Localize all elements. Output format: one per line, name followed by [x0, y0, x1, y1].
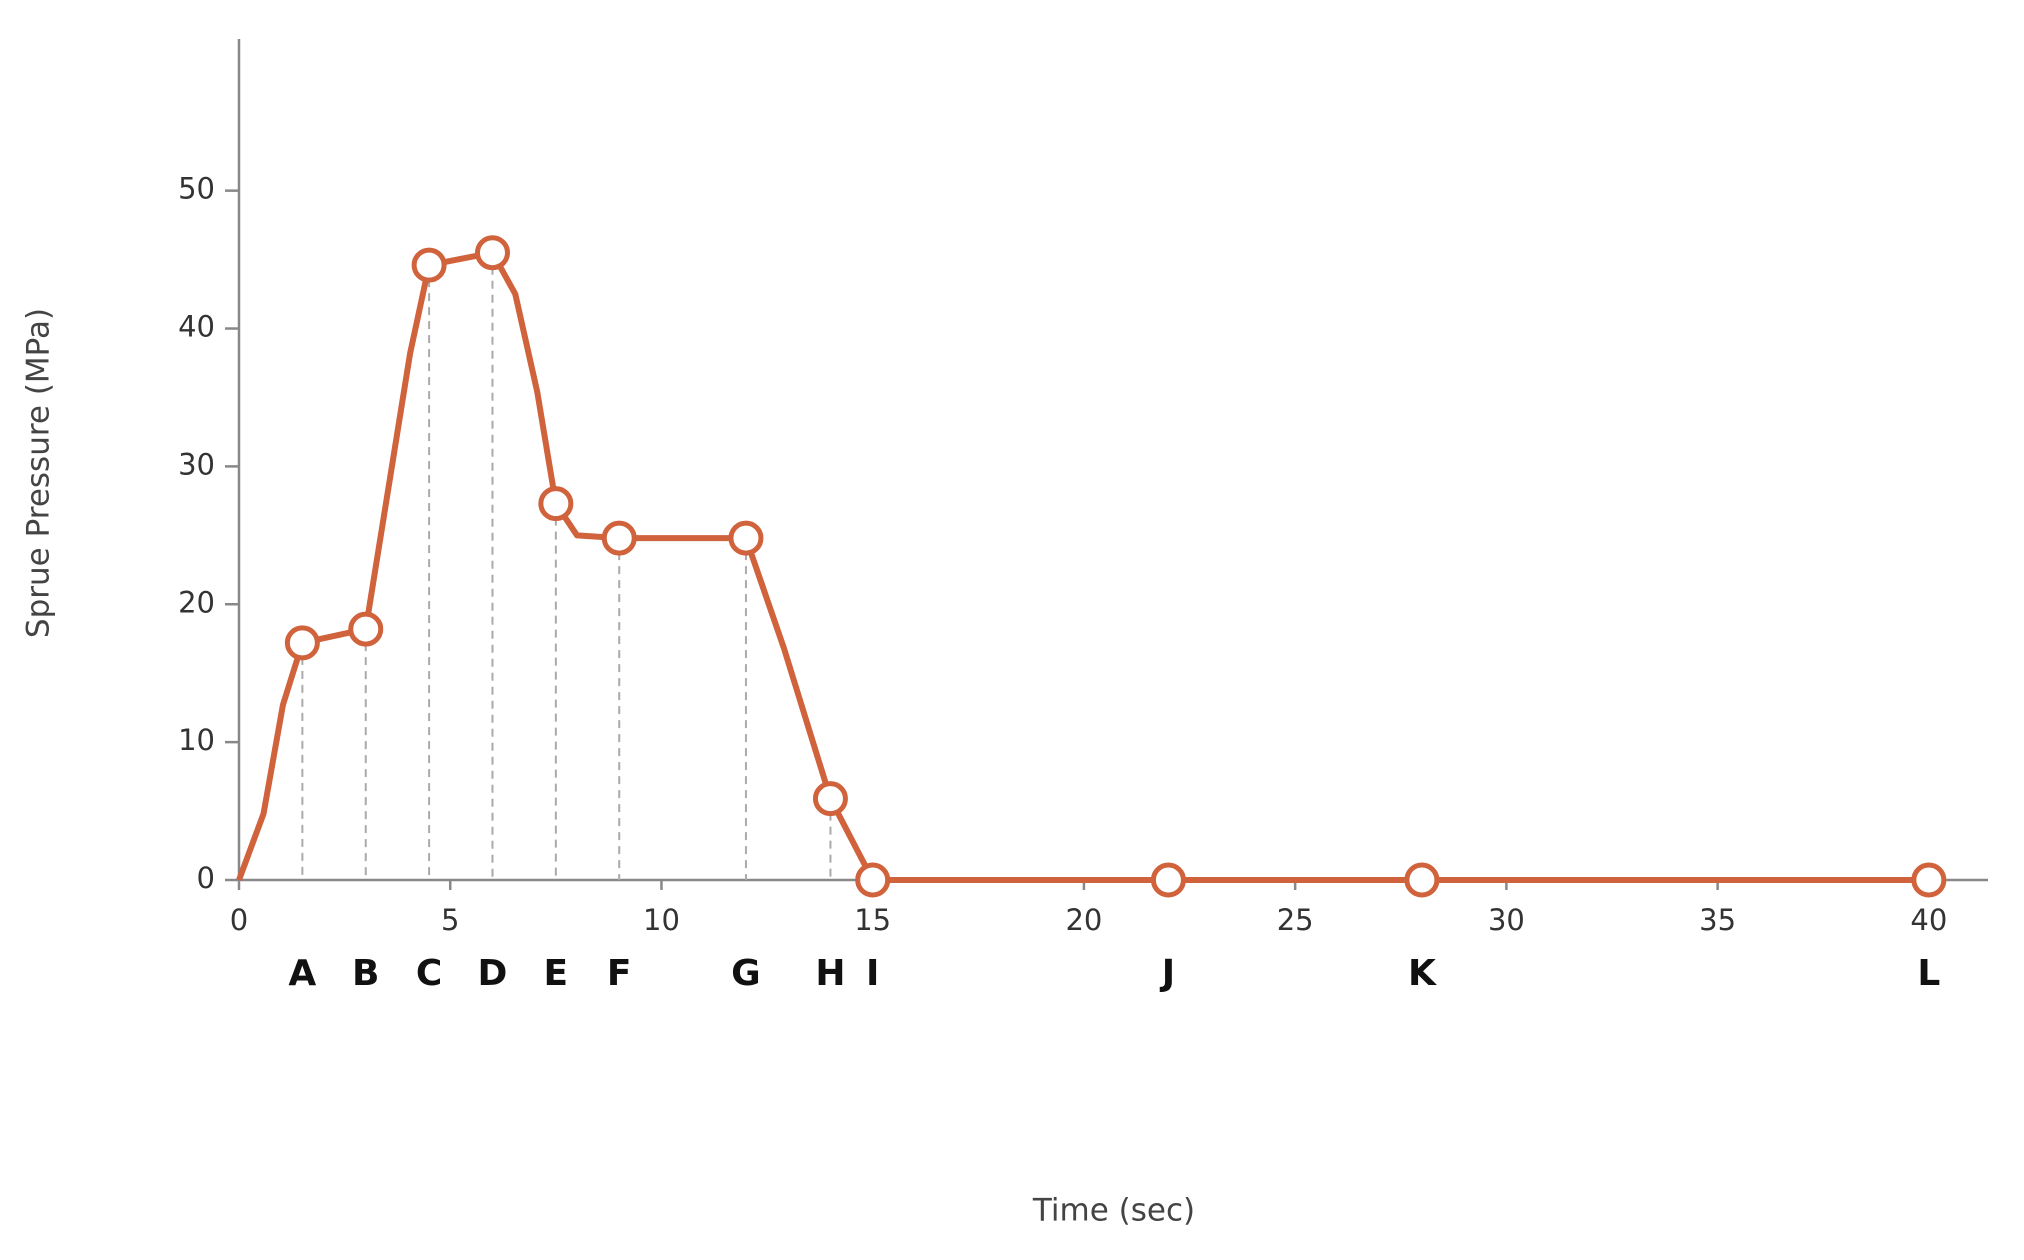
- point-marker: [474, 235, 510, 271]
- point-label: D: [478, 953, 508, 994]
- x-tick-label: 25: [1277, 903, 1314, 937]
- point-marker: [411, 247, 447, 283]
- point-label: A: [288, 953, 316, 994]
- x-tick-label: 30: [1488, 903, 1525, 937]
- point-label: E: [544, 953, 569, 994]
- y-tick-label: 20: [178, 585, 215, 619]
- x-tick-label: 0: [230, 903, 248, 937]
- point-label: I: [866, 953, 879, 994]
- point-marker: [1911, 862, 1947, 898]
- y-tick-label: 40: [178, 310, 215, 344]
- point-label: K: [1408, 953, 1437, 994]
- x-tick-label: 10: [643, 903, 680, 937]
- y-tick-label: 0: [197, 861, 215, 895]
- point-marker: [1150, 862, 1186, 898]
- point-label: H: [815, 953, 845, 994]
- point-label: B: [352, 953, 379, 994]
- point-label: L: [1917, 953, 1940, 994]
- y-tick-label: 50: [178, 172, 215, 206]
- y-tick-label: 30: [178, 447, 215, 481]
- point-marker: [728, 520, 764, 556]
- x-tick-label: 35: [1699, 903, 1736, 937]
- x-axis-title: Time (sec): [1032, 1193, 1195, 1229]
- y-tick-label: 10: [178, 723, 215, 757]
- point-marker: [348, 611, 384, 647]
- point-marker: [601, 520, 637, 556]
- point-marker: [812, 781, 848, 817]
- y-axis-title: Sprue Pressure (MPa): [21, 308, 57, 638]
- x-tick-label: 40: [1910, 903, 1947, 937]
- x-tick-label: 5: [441, 903, 459, 937]
- point-marker: [855, 862, 891, 898]
- point-label: C: [416, 953, 442, 994]
- point-marker: [1404, 862, 1440, 898]
- point-label: G: [731, 953, 761, 994]
- x-tick-label: 20: [1065, 903, 1102, 937]
- point-label: J: [1159, 953, 1175, 994]
- point-marker: [538, 486, 574, 522]
- point-marker: [284, 625, 320, 661]
- x-tick-label: 15: [854, 903, 891, 937]
- point-label: F: [607, 953, 632, 994]
